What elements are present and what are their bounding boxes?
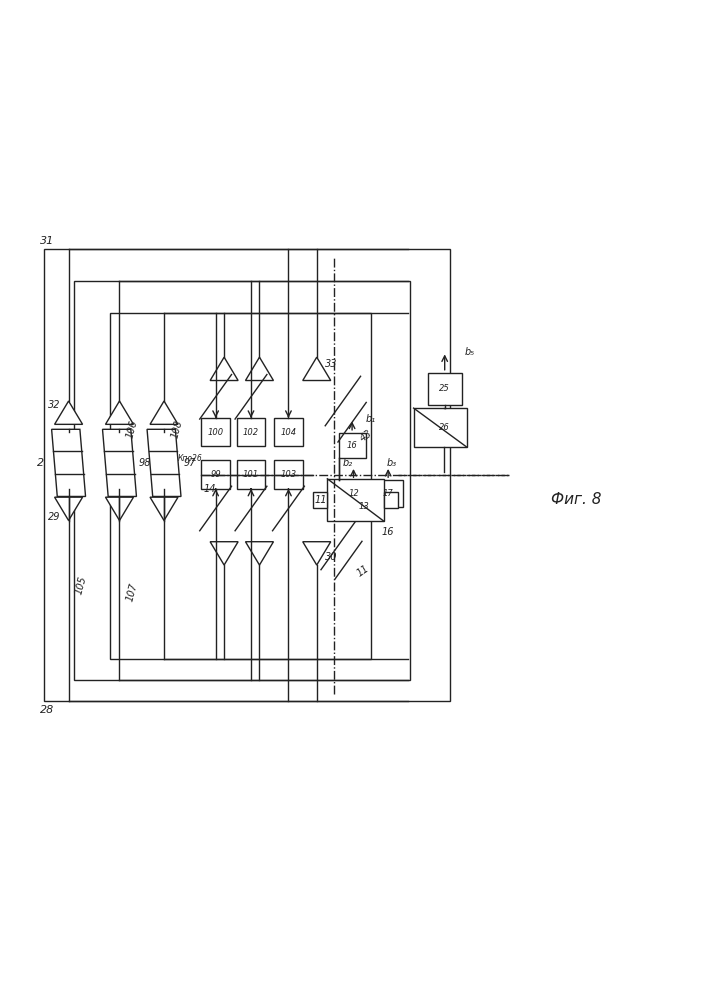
Bar [74, 281, 410, 680]
Text: 11: 11 [355, 563, 370, 578]
Polygon shape [54, 401, 83, 424]
Bar [237, 460, 265, 489]
Text: 28: 28 [40, 705, 54, 715]
Polygon shape [103, 429, 136, 496]
Polygon shape [105, 497, 134, 521]
Polygon shape [245, 357, 274, 381]
Bar [428, 373, 462, 405]
Polygon shape [210, 357, 238, 381]
Text: 16: 16 [346, 441, 358, 450]
Text: 103: 103 [281, 470, 296, 479]
Text: 16: 16 [381, 527, 394, 537]
Bar [384, 492, 398, 508]
Polygon shape [105, 401, 134, 424]
Polygon shape [245, 542, 274, 565]
Polygon shape [147, 429, 181, 496]
Bar [313, 492, 327, 508]
Bar [339, 433, 366, 458]
Text: 43: 43 [358, 429, 374, 444]
Text: 30: 30 [325, 552, 338, 562]
Text: 105: 105 [74, 574, 89, 595]
Text: 32: 32 [47, 400, 60, 410]
Text: 104: 104 [281, 428, 296, 437]
Text: 101: 101 [243, 470, 259, 479]
Bar [339, 480, 368, 507]
Text: 11: 11 [314, 495, 327, 505]
Text: 13: 13 [358, 502, 370, 511]
Text: 33: 33 [325, 359, 338, 369]
Polygon shape [303, 357, 331, 381]
Polygon shape [150, 401, 178, 424]
Bar [274, 460, 303, 489]
Text: 107: 107 [125, 582, 140, 602]
Bar [44, 249, 450, 701]
Polygon shape [54, 497, 83, 521]
Text: Фиг. 8: Фиг. 8 [551, 492, 602, 508]
Text: 100: 100 [208, 428, 223, 437]
Bar [373, 480, 403, 507]
Text: 14: 14 [204, 484, 216, 494]
Text: b₃: b₃ [387, 458, 397, 468]
Text: 12: 12 [348, 489, 359, 498]
Text: 31: 31 [40, 236, 54, 246]
Text: 108: 108 [170, 419, 185, 440]
Text: 2: 2 [37, 458, 45, 468]
Text: 26: 26 [438, 423, 450, 432]
Text: 106: 106 [125, 419, 140, 440]
Text: b₂: b₂ [343, 458, 353, 468]
Polygon shape [303, 542, 331, 565]
Bar [414, 408, 467, 447]
Bar [274, 418, 303, 446]
Text: 99: 99 [210, 470, 221, 479]
Polygon shape [210, 542, 238, 565]
Bar [201, 460, 230, 489]
Bar [110, 313, 371, 659]
Bar [201, 418, 230, 446]
Polygon shape [52, 429, 86, 496]
Text: 25: 25 [439, 384, 450, 393]
Bar [327, 479, 384, 521]
Text: b₁: b₁ [366, 414, 375, 424]
Text: 17: 17 [382, 489, 394, 498]
Text: b₅: b₅ [465, 347, 475, 357]
Polygon shape [150, 497, 178, 521]
Text: Кпо26: Кпо26 [178, 454, 203, 463]
Text: 29: 29 [47, 512, 60, 522]
Bar [237, 418, 265, 446]
Text: 102: 102 [243, 428, 259, 437]
Text: 97: 97 [183, 458, 196, 468]
Text: 98: 98 [139, 458, 151, 468]
